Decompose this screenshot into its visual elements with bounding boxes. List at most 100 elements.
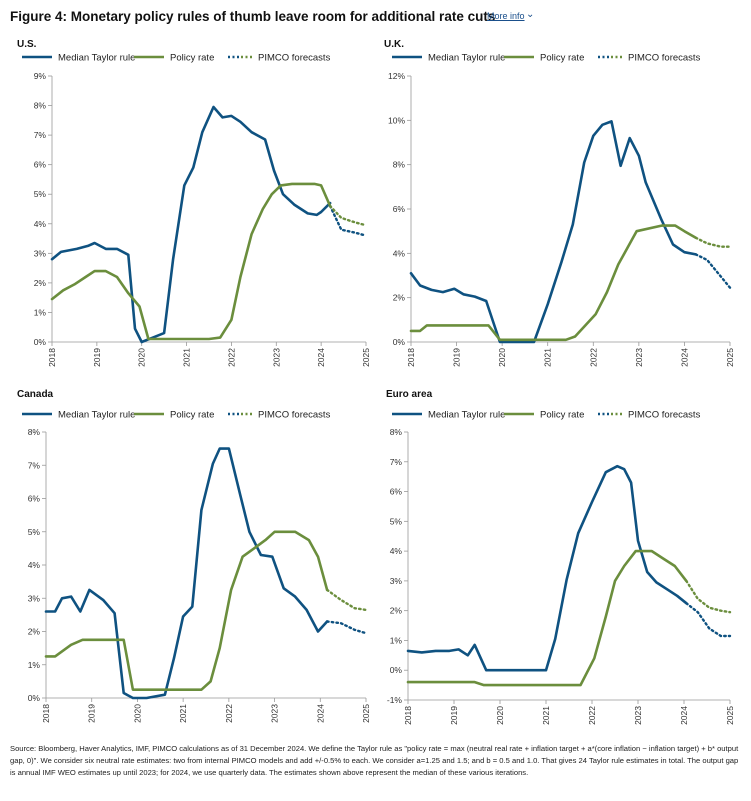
x-tick-label: 2021	[543, 348, 553, 367]
x-tick-label: 2024	[679, 348, 689, 367]
y-tick-label: 12%	[388, 71, 405, 81]
y-tick-label: 4%	[34, 219, 47, 229]
x-tick-label: 2018	[47, 348, 57, 367]
y-tick-label: 0%	[390, 665, 403, 675]
y-tick-label: 2%	[34, 278, 47, 288]
x-tick-label: 2020	[137, 348, 147, 367]
chart-panel-us: U.S. Median Taylor rule Policy rate PIMCO f…	[17, 39, 371, 367]
legend-label: Policy rate	[540, 53, 584, 64]
y-tick-label: 2%	[393, 293, 406, 303]
x-tick-label: 2019	[92, 348, 102, 367]
chart-panel-uk: U.K. Median Taylor rule Policy rate PIMCO f…	[384, 39, 735, 367]
x-tick-label: 2023	[271, 348, 281, 367]
series-line-policy	[50, 182, 332, 341]
x-tick-label: 2022	[226, 348, 236, 367]
y-tick-label: 3%	[390, 576, 403, 586]
series-line-forecast	[325, 620, 368, 635]
y-tick-label: 3%	[34, 248, 47, 258]
y-tick-label: 5%	[28, 527, 41, 537]
chart-title: U.K.	[384, 39, 404, 50]
legend-label: Policy rate	[170, 53, 214, 64]
x-tick-label: 2025	[361, 704, 371, 723]
series-line-forecast	[325, 588, 368, 612]
x-tick-label: 2025	[725, 348, 735, 367]
x-tick-label: 2019	[449, 706, 459, 725]
x-tick-label: 2022	[588, 348, 598, 367]
series-line-forecast	[685, 602, 732, 638]
source-note: Source: Bloomberg, Haver Analytics, IMF,…	[10, 744, 739, 777]
x-tick-label: 2018	[41, 704, 51, 723]
series-line-policy	[409, 224, 698, 342]
y-tick-label: 7%	[28, 460, 41, 470]
series-line-policy	[44, 530, 329, 692]
y-tick-label: 0%	[28, 693, 41, 703]
legend-label: PIMCO forecasts	[258, 53, 331, 64]
y-tick-label: 4%	[390, 546, 403, 556]
series-line-forecast	[328, 204, 368, 227]
x-tick-label: 2021	[182, 348, 192, 367]
x-tick-label: 2022	[587, 706, 597, 725]
y-tick-label: 0%	[393, 337, 406, 347]
more-info-link[interactable]: More info	[487, 11, 525, 21]
chart-title: U.S.	[17, 39, 37, 50]
y-tick-label: 1%	[28, 660, 41, 670]
y-tick-label: -1%	[387, 695, 403, 705]
x-tick-label: 2021	[178, 704, 188, 723]
series-line-taylor	[409, 120, 698, 344]
x-tick-label: 2024	[679, 706, 689, 725]
legend-label: Median Taylor rule	[58, 53, 135, 64]
series-line-forecast	[685, 579, 732, 614]
series-line-forecast	[328, 204, 368, 237]
legend-label: Policy rate	[540, 410, 584, 421]
chevron-down-icon[interactable]: ⌄	[526, 9, 535, 20]
figure-title: Figure 4: Monetary policy rules of thumb…	[10, 9, 496, 24]
x-tick-label: 2023	[633, 706, 643, 725]
y-tick-label: 5%	[390, 516, 403, 526]
x-tick-label: 2023	[634, 348, 644, 367]
x-tick-label: 2024	[316, 348, 326, 367]
y-tick-label: 1%	[34, 307, 47, 317]
y-tick-label: 0%	[34, 337, 47, 347]
y-tick-label: 6%	[393, 204, 406, 214]
y-tick-label: 7%	[390, 457, 403, 467]
x-tick-label: 2025	[361, 348, 371, 367]
x-tick-label: 2022	[224, 704, 234, 723]
legend-label: PIMCO forecasts	[628, 53, 701, 64]
y-tick-label: 3%	[28, 593, 41, 603]
y-tick-label: 2%	[390, 606, 403, 616]
legend-label: Median Taylor rule	[428, 53, 505, 64]
x-tick-label: 2019	[87, 704, 97, 723]
x-tick-label: 2018	[406, 348, 416, 367]
y-tick-label: 6%	[28, 494, 41, 504]
chart-title: Canada	[17, 389, 54, 400]
x-tick-label: 2019	[452, 348, 462, 367]
y-tick-label: 8%	[28, 427, 41, 437]
x-tick-label: 2024	[315, 704, 325, 723]
chart-panel-canada: Canada Median Taylor rule Policy rate PIMCO…	[17, 389, 371, 723]
x-tick-label: 2020	[497, 348, 507, 367]
y-tick-label: 10%	[388, 115, 405, 125]
legend-label: Policy rate	[170, 410, 214, 421]
x-tick-label: 2020	[495, 706, 505, 725]
y-tick-label: 8%	[393, 160, 406, 170]
series-line-forecast	[694, 253, 732, 289]
y-tick-label: 8%	[390, 427, 403, 437]
series-line-taylor	[406, 464, 688, 672]
x-tick-label: 2020	[132, 704, 142, 723]
y-tick-label: 2%	[28, 627, 41, 637]
y-tick-label: 4%	[28, 560, 41, 570]
legend-label: Median Taylor rule	[428, 410, 505, 421]
y-tick-label: 9%	[34, 71, 47, 81]
y-tick-label: 8%	[34, 101, 47, 111]
x-tick-label: 2025	[725, 706, 735, 725]
legend-label: Median Taylor rule	[58, 410, 135, 421]
y-tick-label: 1%	[390, 635, 403, 645]
legend-label: PIMCO forecasts	[628, 410, 701, 421]
series-line-taylor	[44, 447, 329, 700]
chart-panel-euro-area: Euro area Median Taylor rule Policy rate PI…	[386, 389, 735, 725]
series-line-forecast	[694, 236, 732, 248]
y-tick-label: 6%	[34, 160, 47, 170]
y-tick-label: 6%	[390, 487, 403, 497]
x-tick-label: 2021	[541, 706, 551, 725]
